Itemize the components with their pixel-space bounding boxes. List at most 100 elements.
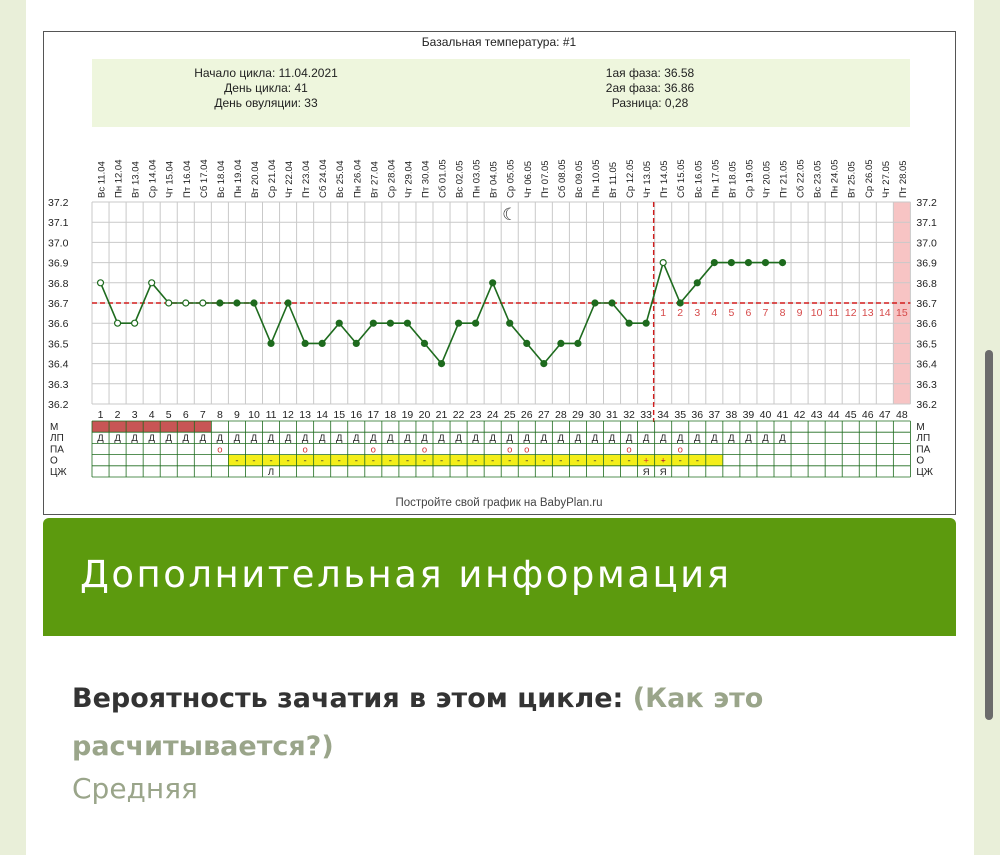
temperature-point xyxy=(148,279,156,287)
temperature-point xyxy=(352,339,360,347)
lp-mark: Д xyxy=(507,433,514,444)
date-label: Пн 03.05 xyxy=(472,160,483,199)
ovulation-cell xyxy=(552,454,570,466)
o-dash: - xyxy=(508,456,511,467)
row-label-left: ЛП xyxy=(50,433,64,444)
luteal-day-number: 5 xyxy=(728,307,734,319)
day-number: 23 xyxy=(470,409,482,421)
o-plus: + xyxy=(643,456,649,467)
date-label: Чт 13.05 xyxy=(642,161,653,198)
ovulation-cell xyxy=(569,454,587,466)
y-tick-left: 36.7 xyxy=(48,298,69,310)
temperature-point xyxy=(642,319,650,327)
lp-mark: Д xyxy=(285,433,292,444)
row-label-left: ЦЖ xyxy=(50,467,67,478)
temperature-point xyxy=(165,299,173,307)
date-label: Вс 25.04 xyxy=(335,161,346,199)
info-phase2: 2ая фаза: 36.86 xyxy=(606,81,695,95)
lp-mark: Д xyxy=(421,433,428,444)
lp-mark: Д xyxy=(711,433,718,444)
day-number: 17 xyxy=(367,409,379,421)
day-number: 33 xyxy=(640,409,652,421)
ovulation-cell xyxy=(518,454,536,466)
o-dash: - xyxy=(542,456,545,467)
temperature-point xyxy=(301,339,309,347)
info-difference: Разница: 0,28 xyxy=(612,96,689,110)
date-label: Вс 18.04 xyxy=(216,161,227,199)
o-dash: - xyxy=(610,456,613,467)
date-label: Чт 22.04 xyxy=(284,161,295,198)
lp-mark: Д xyxy=(762,433,769,444)
lp-mark: Д xyxy=(779,433,786,444)
day-number: 39 xyxy=(743,409,755,421)
date-label: Ср 21.04 xyxy=(267,159,278,198)
lp-mark: Д xyxy=(728,433,735,444)
luteal-day-number: 3 xyxy=(694,307,700,319)
day-number: 35 xyxy=(674,409,686,421)
day-number: 46 xyxy=(862,409,874,421)
lp-mark: Д xyxy=(131,433,138,444)
lp-mark: Д xyxy=(200,433,207,444)
date-label: Ср 14.04 xyxy=(148,159,159,198)
day-number: 2 xyxy=(115,409,121,421)
o-dash: - xyxy=(593,456,596,467)
day-number: 15 xyxy=(333,409,345,421)
pa-mark: о xyxy=(422,444,427,455)
date-label: Пт 07.05 xyxy=(540,160,551,198)
day-number: 1 xyxy=(98,409,104,421)
date-label: Пн 19.04 xyxy=(233,160,244,199)
ovulation-cell xyxy=(484,454,502,466)
lp-mark: Д xyxy=(592,433,599,444)
lp-mark: Д xyxy=(575,433,582,444)
lp-mark: Д xyxy=(626,433,633,444)
probability-help-link[interactable]: (Как это расчитывается?) xyxy=(72,683,764,762)
o-dash: - xyxy=(696,456,699,467)
date-label: Пн 26.04 xyxy=(352,160,363,199)
date-label: Сб 08.05 xyxy=(557,159,568,198)
temperature-point xyxy=(96,279,105,287)
day-number: 3 xyxy=(132,409,138,421)
temperature-point xyxy=(523,339,531,347)
row-label-left: ПА xyxy=(50,444,64,455)
menses-cell xyxy=(126,421,144,433)
chart-title: Базальная температура: #1 xyxy=(422,35,577,49)
day-number: 25 xyxy=(504,409,516,421)
y-tick-right: 37.2 xyxy=(916,197,937,209)
y-tick-right: 36.2 xyxy=(916,399,937,411)
date-label: Сб 15.05 xyxy=(676,159,687,198)
luteal-day-number: 9 xyxy=(797,307,803,319)
temperature-point xyxy=(506,319,514,327)
temperature-point xyxy=(540,360,548,368)
o-dash: - xyxy=(423,456,426,467)
date-label: Чт 20.05 xyxy=(761,161,772,198)
o-dash: - xyxy=(321,456,324,467)
pa-mark: о xyxy=(507,444,512,455)
y-tick-left: 36.5 xyxy=(48,338,69,350)
ovulation-cell xyxy=(381,454,399,466)
pa-mark: о xyxy=(371,444,376,455)
date-label: Пт 14.05 xyxy=(659,160,670,198)
temperature-point xyxy=(284,299,292,307)
luteal-day-number: 7 xyxy=(763,307,769,319)
menses-cell xyxy=(143,421,161,433)
lp-mark: Д xyxy=(472,433,479,444)
o-dash: - xyxy=(457,456,460,467)
luteal-day-number: 6 xyxy=(746,307,752,319)
cz-l-mark: Л xyxy=(268,467,274,478)
lp-mark: Д xyxy=(234,433,241,444)
o-dash: - xyxy=(627,456,630,467)
date-label: Пн 12.04 xyxy=(114,160,125,199)
info-cycle-day: День цикла: 41 xyxy=(224,81,308,95)
y-tick-right: 36.4 xyxy=(916,359,937,371)
date-label: Ср 19.05 xyxy=(744,159,755,198)
date-label: Вт 11.05 xyxy=(608,162,619,198)
date-label: Ср 26.05 xyxy=(864,159,875,198)
lp-mark: Д xyxy=(302,433,309,444)
luteal-day-number: 8 xyxy=(780,307,786,319)
day-number: 28 xyxy=(555,409,567,421)
temperature-point xyxy=(113,319,122,327)
page-scrollbar[interactable] xyxy=(985,350,993,720)
luteal-day-number: 2 xyxy=(677,307,683,319)
o-dash: - xyxy=(525,456,528,467)
y-tick-left: 37.0 xyxy=(48,237,69,249)
